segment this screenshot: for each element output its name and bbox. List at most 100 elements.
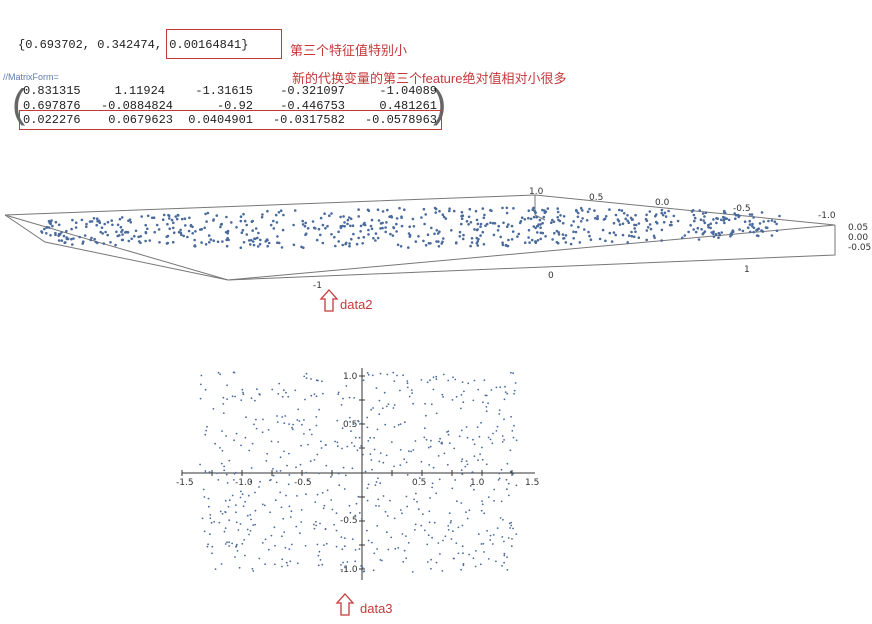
plot3d-point (80, 218, 84, 222)
eigenvalue-small: 0.00164841} (169, 38, 249, 52)
plot2d-point (272, 468, 274, 470)
plot2d-point (372, 569, 375, 572)
plot3d-point (775, 222, 778, 226)
plot2d-point (420, 524, 423, 527)
plot3d-point (720, 231, 723, 234)
plot2d-point (334, 440, 336, 443)
plot2d-point (430, 439, 432, 442)
plot3d-point (137, 235, 140, 239)
plot2d-point (317, 564, 320, 567)
plot3d-point (596, 217, 599, 220)
plot3d-point (482, 216, 486, 220)
plot2d-point (219, 373, 222, 376)
plot3d-point (158, 241, 161, 244)
plot3d-point (612, 231, 616, 234)
plot3d-point (510, 238, 514, 241)
plot3d-point (750, 213, 754, 216)
plot3d-point (276, 241, 279, 244)
plot3d-point (707, 226, 710, 229)
plot2d-y-tick: -1.0 (340, 565, 358, 575)
plot3d-point (755, 229, 758, 232)
plot2d-point (289, 516, 292, 518)
plot3d-point (170, 218, 174, 222)
plot3d-point (626, 219, 629, 223)
plot3d-point (479, 234, 482, 237)
plot3d-point (272, 219, 275, 223)
plot2d-point (288, 474, 291, 476)
plot2d-point (228, 541, 231, 544)
plot3d-point (391, 234, 395, 237)
plot2d-point (346, 561, 349, 563)
plot2d-point (473, 488, 475, 491)
plot2d-point (376, 525, 379, 527)
plot2d-point (338, 484, 341, 487)
plot2d-point (234, 471, 237, 474)
plot2d-point (403, 458, 406, 461)
plot2d-point (235, 432, 238, 435)
plot2d-point (244, 500, 247, 503)
plot2d-point (277, 393, 280, 395)
plot2d-point (482, 401, 484, 404)
plot3d-point (716, 217, 719, 220)
plot2d-point (315, 416, 318, 418)
plot2d-point (223, 465, 226, 468)
plot3d-point (630, 234, 634, 238)
plot3d-point (280, 246, 284, 249)
plot3d-point (645, 219, 649, 222)
plot3d-point (71, 243, 74, 246)
plot3d-point (247, 239, 251, 242)
plot3d-point (429, 242, 432, 245)
plot3d-point (359, 230, 362, 233)
plot2d-point (423, 436, 426, 439)
plot2d-point (431, 482, 434, 485)
plot3d-point (183, 217, 187, 220)
plot3d-point (203, 226, 206, 230)
plot2d-point (461, 524, 464, 527)
plot3d-point (337, 240, 341, 243)
plot3d-point (281, 228, 285, 232)
plot3d-point (212, 239, 215, 242)
plot2d-point (320, 440, 322, 443)
plot2d-point (453, 557, 455, 560)
plot2d-point (460, 429, 463, 432)
plot3d-point (54, 233, 57, 236)
plot2d-point (397, 424, 400, 426)
plot2d-point (364, 470, 367, 473)
plot3d-point (245, 233, 249, 236)
plot3d-point (507, 238, 510, 242)
plot2d-point (274, 544, 276, 547)
plot2d-point (455, 542, 458, 544)
plot3d-point (539, 231, 543, 235)
plot3d-point (58, 233, 62, 236)
plot3d-point (703, 215, 706, 218)
plot3d-point (133, 234, 136, 238)
plot2d-point (360, 565, 362, 567)
plot3d-point (758, 222, 762, 225)
plot3d-point (672, 214, 676, 218)
plot2d-point (376, 548, 378, 550)
plot3d-point (535, 215, 538, 219)
plot2d-point (386, 515, 389, 517)
plot2d-point (284, 546, 287, 549)
plot2d-point (205, 429, 208, 432)
plot2d-y-tick: -0.5 (340, 516, 358, 526)
plot2d-point (336, 419, 339, 422)
plot2d-point (340, 404, 343, 406)
plot3d-point (106, 220, 110, 224)
plot3d-point (193, 238, 196, 242)
plot3d-point (523, 218, 527, 221)
plot3d-point (738, 214, 741, 218)
plot3d-point (770, 234, 774, 237)
plot3d-point (239, 246, 243, 249)
plot2d-point (474, 565, 477, 568)
plot2d-point (476, 426, 479, 428)
plot2d-point (204, 471, 207, 474)
plot3d-point (334, 244, 337, 248)
plot3d-point (176, 213, 180, 217)
plot3d-point (460, 217, 464, 220)
plot3d-point (484, 224, 487, 227)
plot2d-x-tick: -1.5 (176, 478, 194, 488)
plot2d-point (303, 419, 305, 421)
annotation-small-eigenvalue: 第三个特征值特别小 (290, 43, 408, 58)
plot3d-point (411, 217, 415, 221)
